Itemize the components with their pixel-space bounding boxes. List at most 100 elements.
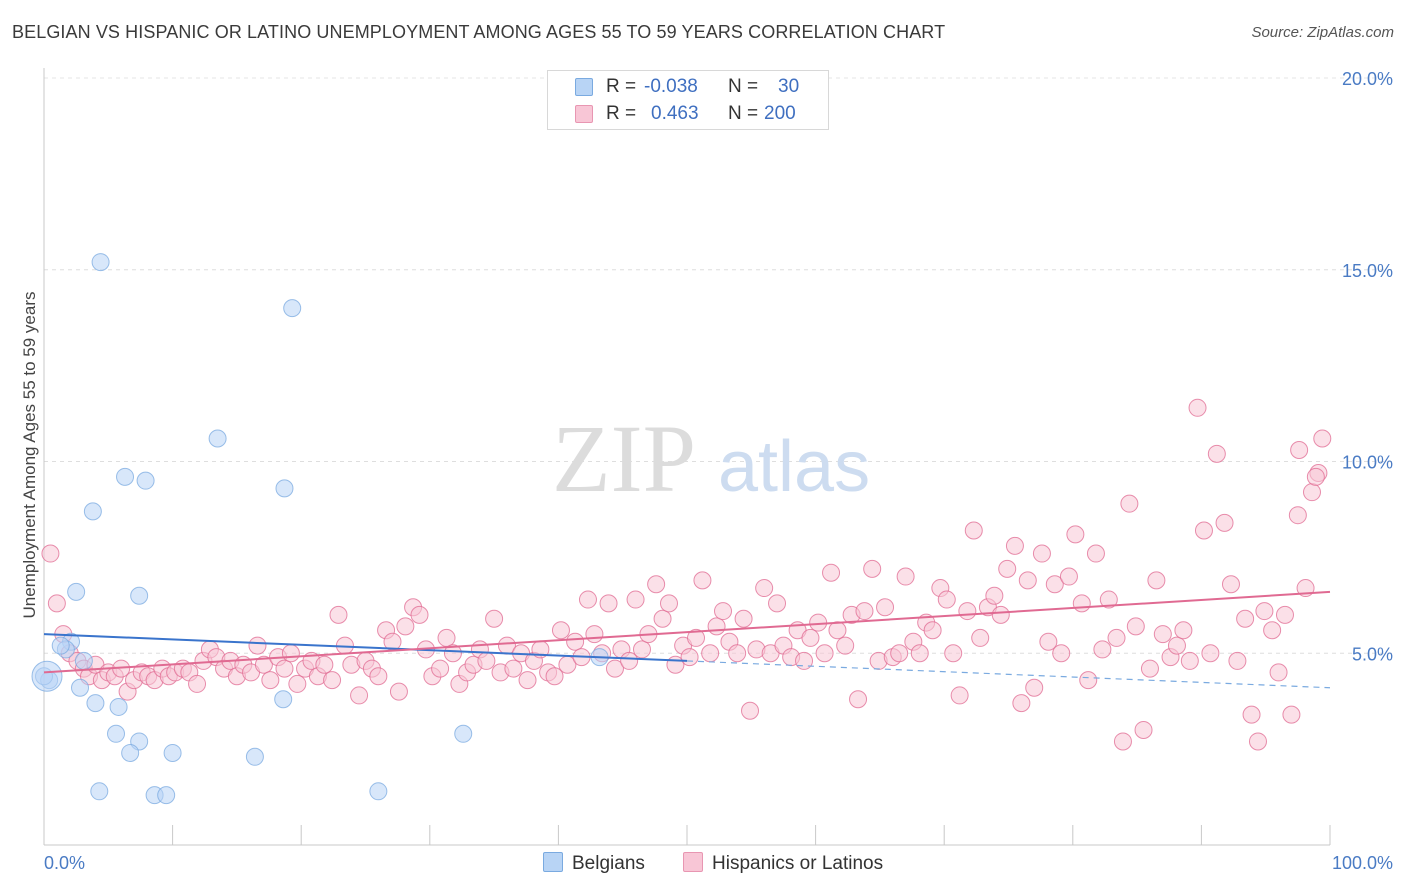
- hispanic-point: [369, 667, 388, 686]
- hispanic-point: [1194, 521, 1213, 540]
- belgian-point: [136, 471, 155, 490]
- hispanic-point: [632, 640, 651, 659]
- hispanic-point: [485, 609, 504, 628]
- hispanic-point: [626, 590, 645, 609]
- hispanic-point: [1167, 636, 1186, 655]
- hispanic-point: [350, 686, 369, 705]
- hispanic-point: [707, 617, 726, 636]
- hispanic-point: [768, 594, 787, 613]
- hispanic-point: [1221, 575, 1240, 594]
- hispanic-point: [437, 628, 456, 647]
- bottom-legend-swatch-belgians: [543, 852, 563, 872]
- hispanic-point: [47, 594, 66, 613]
- hispanic-point: [1052, 644, 1071, 663]
- legend-n-value: 200: [764, 103, 796, 124]
- source-label: Source: ZipAtlas.com: [1251, 24, 1394, 41]
- belgian-point: [51, 636, 70, 655]
- hispanic-point: [329, 605, 348, 624]
- bottom-legend-belgians: Belgians: [543, 852, 645, 875]
- hispanic-point: [1201, 644, 1220, 663]
- y-axis-label: Unemployment Among Ages 55 to 59 years: [20, 292, 39, 619]
- legend-swatch-belgians: [575, 78, 593, 96]
- hispanic-point: [1290, 440, 1309, 459]
- belgian-point: [130, 586, 149, 605]
- watermark-atlas: atlas: [718, 427, 870, 507]
- hispanic-point: [599, 594, 618, 613]
- belgian-point: [83, 502, 102, 521]
- x-tick-label: 0.0%: [44, 853, 85, 873]
- hispanic-point: [1248, 732, 1267, 751]
- hispanic-point: [1099, 590, 1118, 609]
- hispanic-point: [937, 590, 956, 609]
- hispanic-point: [734, 609, 753, 628]
- belgian-point: [90, 782, 109, 801]
- hispanic-point: [1107, 628, 1126, 647]
- hispanic-point: [323, 671, 342, 690]
- hispanic-point: [1126, 617, 1145, 636]
- hispanic-point: [1018, 571, 1037, 590]
- hispanic-point: [188, 674, 207, 693]
- hispanic-point: [518, 671, 537, 690]
- hispanic-point: [1174, 621, 1193, 640]
- chart-title: BELGIAN VS HISPANIC OR LATINO UNEMPLOYME…: [12, 22, 946, 42]
- belgian-point: [107, 724, 126, 743]
- hispanic-point: [1079, 671, 1098, 690]
- hispanic-point: [1140, 659, 1159, 678]
- legend-n-value: 30: [778, 76, 800, 97]
- y-tick-label: 15.0%: [1342, 261, 1393, 281]
- belgian-point: [454, 724, 473, 743]
- legend-row-hispanics: R = 0.463 N = 200: [548, 101, 828, 127]
- belgian-point: [109, 697, 128, 716]
- hispanic-point: [1086, 544, 1105, 563]
- hispanic-point: [504, 659, 523, 678]
- hispanic-point: [578, 590, 597, 609]
- data-points: [31, 253, 1332, 805]
- watermark-zip: ZIP: [552, 405, 696, 512]
- hispanic-point: [1255, 602, 1274, 621]
- hispanic-point: [923, 621, 942, 640]
- bottom-legend-hispanics: Hispanics or Latinos: [683, 852, 883, 875]
- hispanic-point: [1313, 429, 1332, 448]
- legend-row-belgians: R = -0.038 N = 30: [548, 74, 828, 100]
- hispanic-point: [1093, 640, 1112, 659]
- legend-swatch-hispanics: [575, 105, 593, 123]
- y-tick-label: 10.0%: [1342, 453, 1393, 473]
- y-tick-label: 5.0%: [1352, 644, 1393, 664]
- belgian-point: [208, 429, 227, 448]
- hispanic-point: [836, 636, 855, 655]
- hispanic-point: [1066, 525, 1085, 544]
- legend-r-label: R =: [606, 103, 637, 124]
- hispanic-point: [1288, 506, 1307, 525]
- hispanic-point: [1236, 609, 1255, 628]
- hispanic-point: [991, 605, 1010, 624]
- trend-lines: [43, 590, 1331, 689]
- hispanic-point: [755, 579, 774, 598]
- x-tick-labels: 0.0% 100.0%: [44, 853, 1393, 873]
- hispanic-point: [741, 701, 760, 720]
- hispanic-point: [566, 632, 585, 651]
- belgian-trend-projection: [686, 660, 1331, 689]
- hispanic-point: [1302, 483, 1321, 502]
- y-tick-label: 20.0%: [1342, 69, 1393, 89]
- hispanic-point: [1153, 625, 1172, 644]
- belgian-point: [245, 747, 264, 766]
- legend-r-label: R =: [606, 76, 637, 97]
- hispanic-point: [585, 625, 604, 644]
- belgian-point: [283, 299, 302, 318]
- hispanic-point: [971, 628, 990, 647]
- hispanic-point: [275, 659, 294, 678]
- hispanic-point: [261, 671, 280, 690]
- hispanic-point: [876, 598, 895, 617]
- axes: [43, 68, 1331, 846]
- hispanic-trend-line: [43, 590, 1331, 674]
- hispanic-point: [822, 563, 841, 582]
- hispanic-point: [795, 651, 814, 670]
- belgian-point: [163, 743, 182, 762]
- hispanic-point: [1120, 494, 1139, 513]
- stats-legend: R = -0.038 N = 30 R = 0.463 N = 200: [547, 70, 829, 130]
- hispanic-point: [890, 644, 909, 663]
- hispanic-point: [1147, 571, 1166, 590]
- hispanic-point: [1005, 536, 1024, 555]
- hispanic-point: [855, 602, 874, 621]
- hispanic-point: [396, 617, 415, 636]
